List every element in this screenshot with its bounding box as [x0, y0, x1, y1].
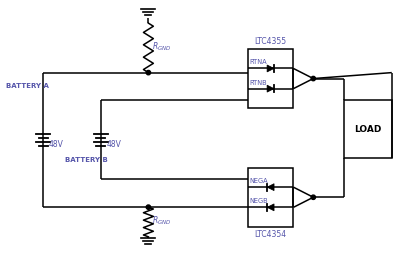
Text: LTC4354: LTC4354: [254, 230, 287, 239]
Text: $R_{GND}$: $R_{GND}$: [152, 215, 172, 227]
Text: RTNA: RTNA: [250, 60, 267, 66]
Text: BATTERY B: BATTERY B: [65, 157, 108, 163]
Text: $R_{GND}$: $R_{GND}$: [152, 41, 172, 53]
Text: RTNB: RTNB: [250, 80, 267, 86]
Circle shape: [146, 205, 151, 209]
Polygon shape: [267, 65, 274, 72]
Text: 48V: 48V: [107, 140, 122, 149]
Text: NEGB: NEGB: [250, 198, 269, 204]
Bar: [344, 100, 392, 158]
Circle shape: [146, 70, 151, 75]
Bar: [248, 168, 293, 227]
Text: BATTERY A: BATTERY A: [6, 83, 49, 90]
Polygon shape: [267, 204, 274, 211]
Bar: [248, 49, 293, 108]
Text: 48V: 48V: [49, 140, 64, 149]
Text: LOAD: LOAD: [354, 125, 382, 133]
Text: LTC4355: LTC4355: [254, 37, 287, 46]
Text: NEGA: NEGA: [250, 178, 269, 184]
Polygon shape: [267, 85, 274, 92]
Polygon shape: [267, 184, 274, 191]
Circle shape: [311, 76, 315, 81]
Circle shape: [311, 195, 315, 199]
